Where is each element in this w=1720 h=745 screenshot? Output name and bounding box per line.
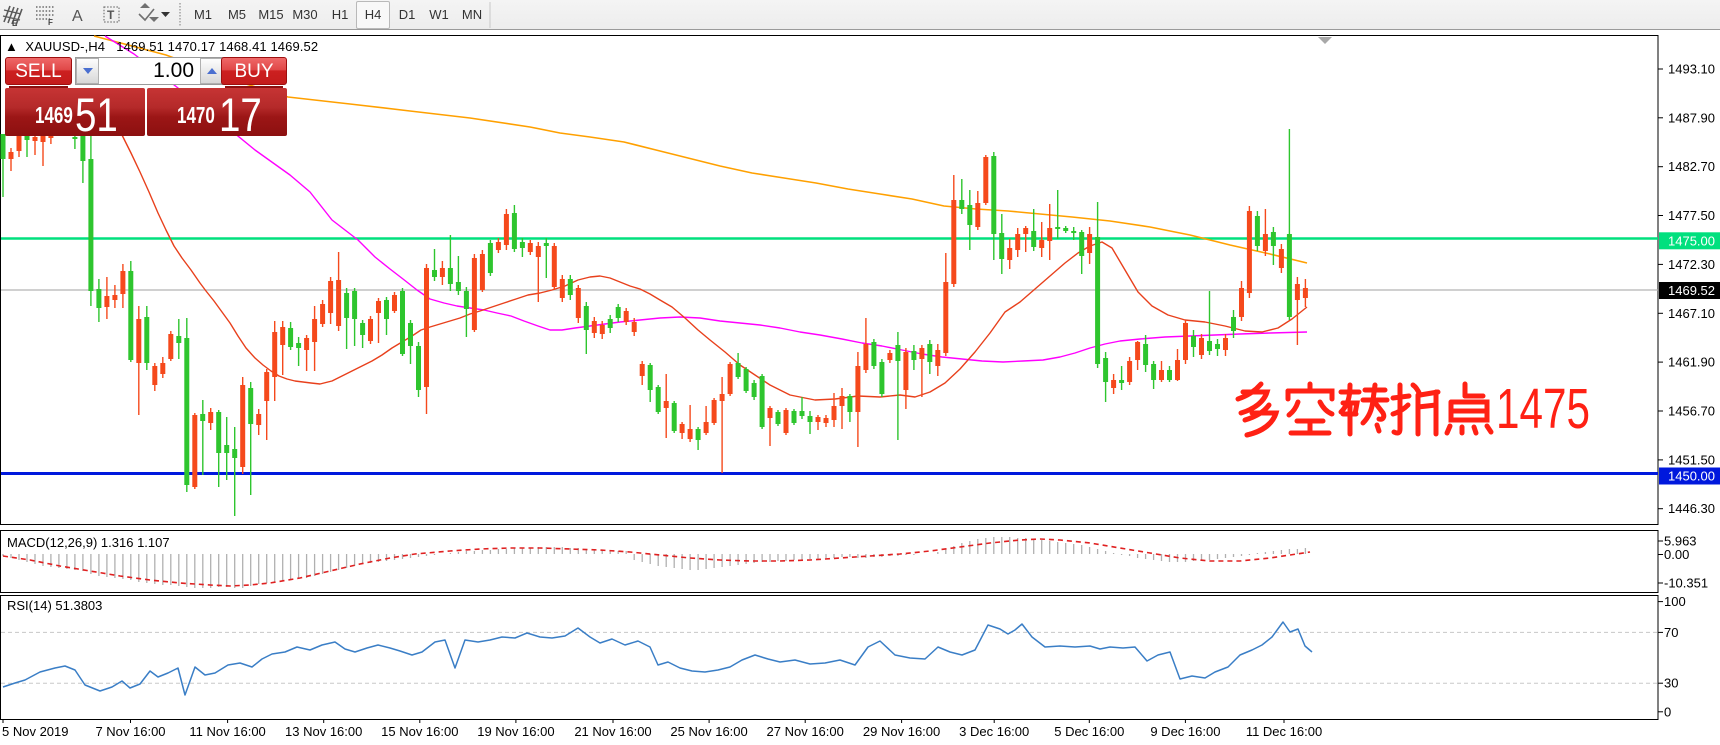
svg-text:-10.351: -10.351 [1664, 576, 1708, 591]
svg-text:F: F [48, 18, 53, 27]
svg-text:29 Nov 16:00: 29 Nov 16:00 [863, 724, 940, 739]
svg-text:1467.10: 1467.10 [1668, 306, 1715, 321]
svg-text:30: 30 [1664, 676, 1678, 691]
svg-text:70: 70 [1664, 625, 1678, 640]
svg-text:13 Nov 16:00: 13 Nov 16:00 [285, 724, 362, 739]
svg-text:9 Dec 16:00: 9 Dec 16:00 [1150, 724, 1220, 739]
svg-text:100: 100 [1664, 594, 1686, 609]
svg-text:25 Nov 16:00: 25 Nov 16:00 [670, 724, 747, 739]
svg-text:1446.30: 1446.30 [1668, 501, 1715, 516]
svg-text:11 Nov 16:00: 11 Nov 16:00 [189, 724, 265, 739]
svg-text:1451.50: 1451.50 [1668, 452, 1715, 467]
svg-text:RSI(14) 51.3803: RSI(14) 51.3803 [7, 598, 102, 613]
svg-text:1469.52: 1469.52 [1668, 283, 1715, 298]
svg-text:T: T [107, 8, 115, 22]
svg-text:15 Nov 16:00: 15 Nov 16:00 [381, 724, 458, 739]
svg-text:11 Dec 16:00: 11 Dec 16:00 [1246, 724, 1322, 739]
svg-text:1472.30: 1472.30 [1668, 257, 1715, 272]
svg-text:1493.10: 1493.10 [1668, 62, 1715, 77]
svg-text:5.963: 5.963 [1664, 534, 1697, 549]
svg-text:19 Nov 16:00: 19 Nov 16:00 [477, 724, 554, 739]
svg-text:1475: 1475 [1496, 377, 1590, 441]
svg-text:1482.70: 1482.70 [1668, 159, 1715, 174]
svg-text:MACD(12,26,9) 1.316 1.107: MACD(12,26,9) 1.316 1.107 [7, 535, 170, 550]
svg-text:0: 0 [1664, 704, 1671, 719]
svg-text:1475.00: 1475.00 [1668, 233, 1715, 248]
svg-text:21 Nov 16:00: 21 Nov 16:00 [574, 724, 651, 739]
svg-text:3 Dec 16:00: 3 Dec 16:00 [959, 724, 1029, 739]
svg-text:1450.00: 1450.00 [1668, 469, 1715, 484]
svg-text:1477.50: 1477.50 [1668, 208, 1715, 223]
svg-text:7 Nov 16:00: 7 Nov 16:00 [95, 724, 165, 739]
svg-text:A: A [72, 8, 83, 25]
svg-text:E: E [12, 19, 18, 28]
svg-text:27 Nov 16:00: 27 Nov 16:00 [767, 724, 844, 739]
svg-text:1487.90: 1487.90 [1668, 110, 1715, 125]
svg-text:5 Dec 16:00: 5 Dec 16:00 [1054, 724, 1124, 739]
svg-text:1456.70: 1456.70 [1668, 404, 1715, 419]
svg-text:1461.90: 1461.90 [1668, 355, 1715, 370]
svg-text:0.00: 0.00 [1664, 547, 1689, 562]
svg-text:5 Nov 2019: 5 Nov 2019 [2, 724, 69, 739]
